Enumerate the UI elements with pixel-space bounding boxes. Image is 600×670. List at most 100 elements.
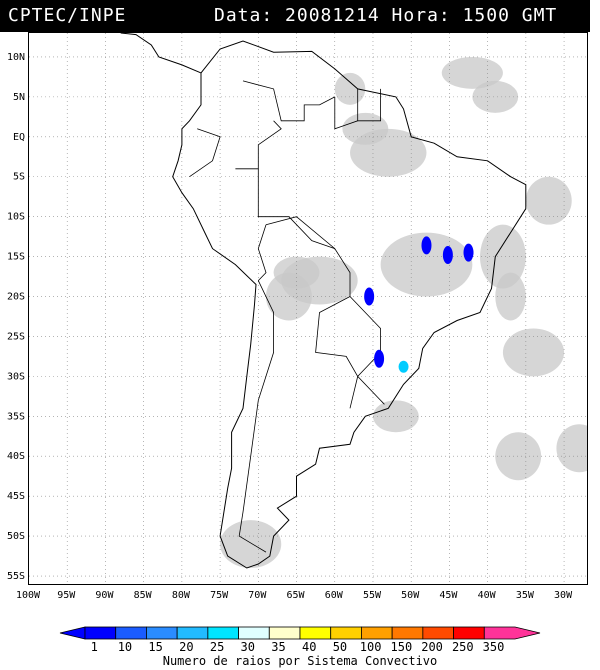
map-canvas — [29, 33, 587, 584]
colorbar-segment — [330, 626, 362, 640]
longitude-label: 100W — [16, 590, 41, 601]
colorbar-segment — [146, 626, 178, 640]
latitude-label: 30S — [7, 371, 25, 382]
country-border — [238, 280, 274, 553]
colorbar-segment — [207, 626, 239, 640]
longitude-label: 55W — [363, 590, 382, 601]
country-border — [242, 80, 335, 122]
convective-system-blob — [374, 349, 385, 368]
colorbar-value-label: 20 — [179, 640, 193, 654]
latitude-label: 10N — [7, 52, 25, 63]
cloud-patch — [273, 256, 320, 289]
longitude-label: 50W — [401, 590, 420, 601]
latitude-label: 40S — [7, 451, 25, 462]
longitude-label: 40W — [478, 590, 497, 601]
header-bar: CPTEC/INPE Data: 20081214 Hora: 1500 GMT — [0, 0, 590, 32]
colorbar-segment — [299, 626, 332, 640]
latitude-label: 5S — [13, 172, 25, 183]
colorbar-segment — [361, 626, 393, 640]
colorbar-value-label: 350 — [483, 640, 505, 654]
latitude-label: 50S — [7, 531, 25, 542]
convective-system-blob — [364, 287, 375, 306]
cloud-patch — [220, 520, 282, 569]
colorbar-value-label: 100 — [360, 640, 382, 654]
colorbar-value-label: 150 — [391, 640, 413, 654]
colorbar-value-label: 25 — [210, 640, 224, 654]
date-time-label: Data: 20081214 Hora: 1500 GMT — [214, 5, 558, 26]
latitude-label: 35S — [7, 411, 25, 422]
colorbar-segment — [422, 626, 454, 640]
colorbar-caption: Numero de raios por Sistema Convectivo — [162, 654, 438, 668]
colorbar-segment — [483, 626, 541, 640]
cloud-patch — [502, 328, 565, 377]
colorbar-segment — [391, 626, 424, 640]
longitude-label: 30W — [554, 590, 573, 601]
longitude-label: 90W — [95, 590, 114, 601]
country-border — [357, 88, 381, 122]
colorbar-value-label: 10 — [118, 640, 132, 654]
colorbar-value-label: 40 — [302, 640, 316, 654]
latitude-label: EQ — [13, 132, 25, 143]
colorbar-segment — [84, 626, 117, 640]
longitude-label: 85W — [134, 590, 153, 601]
colorbar-segment — [453, 626, 485, 640]
cloud-patch — [556, 424, 587, 473]
colorbar-value-label: 30 — [241, 640, 255, 654]
colorbar-segment — [268, 626, 301, 640]
latitude-label: 55S — [7, 571, 25, 582]
cloud-patch — [495, 432, 542, 481]
latitude-label: 20S — [7, 292, 25, 303]
convective-system-blob — [421, 236, 432, 255]
central-america-coast — [120, 33, 202, 74]
cloud-patch — [372, 400, 419, 433]
longitude-label: 35W — [516, 590, 535, 601]
colorbar-value-label: 200 — [421, 640, 443, 654]
source-title: CPTEC/INPE — [8, 5, 127, 26]
colorbar-value-label: 250 — [452, 640, 474, 654]
map-frame — [28, 32, 588, 585]
country-border — [235, 168, 335, 249]
colorbar-value-label: 15 — [148, 640, 162, 654]
colorbar-value-label: 50 — [333, 640, 347, 654]
country-border — [315, 296, 359, 409]
latitude-labels: 10N 5N EQ 5S 10S 15S 20S 25S 30S 35S 40S 45S 50S 55S — [7, 52, 25, 582]
longitude-label: 80W — [172, 590, 191, 601]
longitude-label: 95W — [57, 590, 76, 601]
colorbar-value-label: 35 — [271, 640, 285, 654]
latitude-label: 45S — [7, 491, 25, 502]
longitude-label: 65W — [287, 590, 306, 601]
country-border — [189, 128, 221, 178]
latitude-label: 25S — [7, 331, 25, 342]
latitude-label: 10S — [7, 212, 25, 223]
longitude-label: 60W — [325, 590, 344, 601]
colorbar-segment — [238, 626, 270, 640]
cloud-layer — [220, 56, 587, 569]
colorbar-value-label: 1 — [91, 640, 98, 654]
grid-lines — [29, 33, 587, 584]
coastline — [172, 40, 527, 569]
cloud-patch — [479, 224, 526, 289]
colorbar-segment — [115, 626, 147, 640]
convective-system-blob — [442, 245, 453, 264]
convective-system-blob — [463, 243, 474, 262]
country-border — [257, 224, 267, 281]
cloud-patch — [525, 176, 572, 225]
latitude-label: 5N — [13, 92, 25, 103]
longitude-label: 70W — [248, 590, 267, 601]
longitude-label: 75W — [210, 590, 229, 601]
longitude-label: 45W — [439, 590, 458, 601]
country-border — [334, 88, 359, 130]
longitude-labels: 100W 95W 90W 85W 80W 75W 70W 65W 60W 55W 50W 45W 40W… — [16, 590, 573, 601]
colorbar: 1 10 15 20 25 30 35 40 50 100 150 200 250 350 — [59, 626, 541, 654]
latitude-label: 15S — [7, 252, 25, 263]
convective-system-blob — [398, 360, 409, 373]
south-america-outline — [120, 33, 527, 569]
cloud-patch — [495, 272, 526, 321]
country-border — [265, 216, 385, 405]
colorbar-segment — [176, 626, 209, 640]
cloud-patch — [441, 56, 503, 89]
country-border — [257, 120, 282, 169]
convective-systems — [364, 236, 474, 373]
colorbar-left-arrow — [59, 626, 86, 640]
cloud-patch — [472, 80, 519, 113]
